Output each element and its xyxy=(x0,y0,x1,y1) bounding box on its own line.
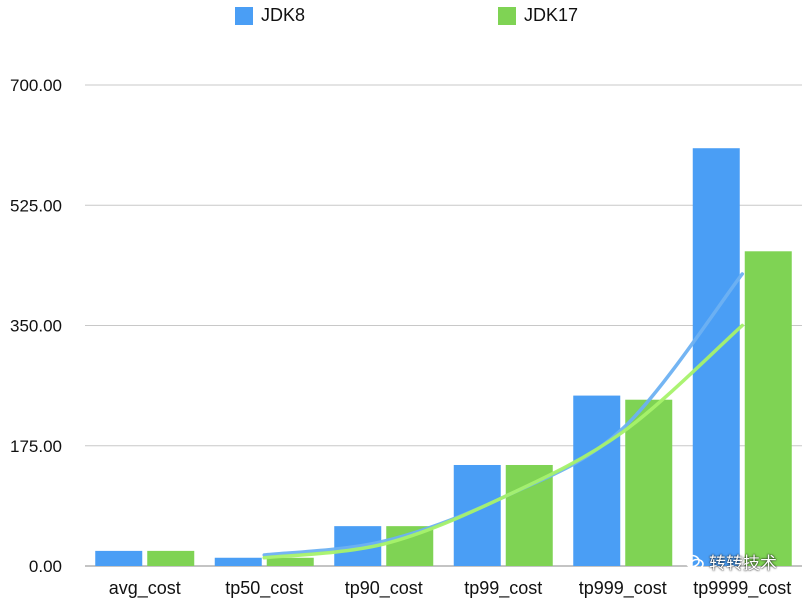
bar-jdk17-tp999_cost xyxy=(625,399,673,566)
legend-swatch-jdk8 xyxy=(235,6,253,25)
watermark-text: 转转技术 xyxy=(709,554,777,573)
y-tick-label: 175.00 xyxy=(10,437,62,456)
x-tick-label: tp50_cost xyxy=(225,578,303,598)
bar-jdk8-tp999_cost xyxy=(573,395,621,566)
bar-jdk8-tp50_cost xyxy=(214,557,262,566)
y-tick-label: 350.00 xyxy=(10,317,62,336)
x-tick-label: tp9999_cost xyxy=(693,578,791,598)
y-tick-label: 525.00 xyxy=(10,196,62,215)
bar-jdk8-tp9999_cost xyxy=(692,148,740,566)
x-tick-label: avg_cost xyxy=(109,578,181,598)
legend: JDK8 JDK17 xyxy=(0,5,802,27)
y-tick-label: 700.00 xyxy=(10,76,62,95)
bar-jdk17-tp99_cost xyxy=(505,464,553,566)
legend-swatch-jdk17 xyxy=(498,6,516,25)
x-tick-label: tp99_cost xyxy=(464,578,542,598)
legend-item-jdk8: JDK8 xyxy=(235,5,305,26)
x-tick-label: tp90_cost xyxy=(345,578,423,598)
legend-item-jdk17: JDK17 xyxy=(498,5,578,26)
legend-label-jdk17: JDK17 xyxy=(524,5,579,25)
watermark: 转转技术 xyxy=(684,549,777,574)
trendline-jdk17 xyxy=(262,323,744,560)
x-tick-label: tp999_cost xyxy=(579,578,667,598)
bar-jdk17-avg_cost xyxy=(147,550,195,566)
y-tick-label: 0.00 xyxy=(29,557,62,576)
wechat-icon xyxy=(684,554,704,570)
legend-label-jdk8: JDK8 xyxy=(261,5,306,25)
bar-jdk8-avg_cost xyxy=(95,550,143,566)
bar-jdk17-tp50_cost xyxy=(266,557,314,566)
bar-jdk17-tp9999_cost xyxy=(744,251,792,566)
